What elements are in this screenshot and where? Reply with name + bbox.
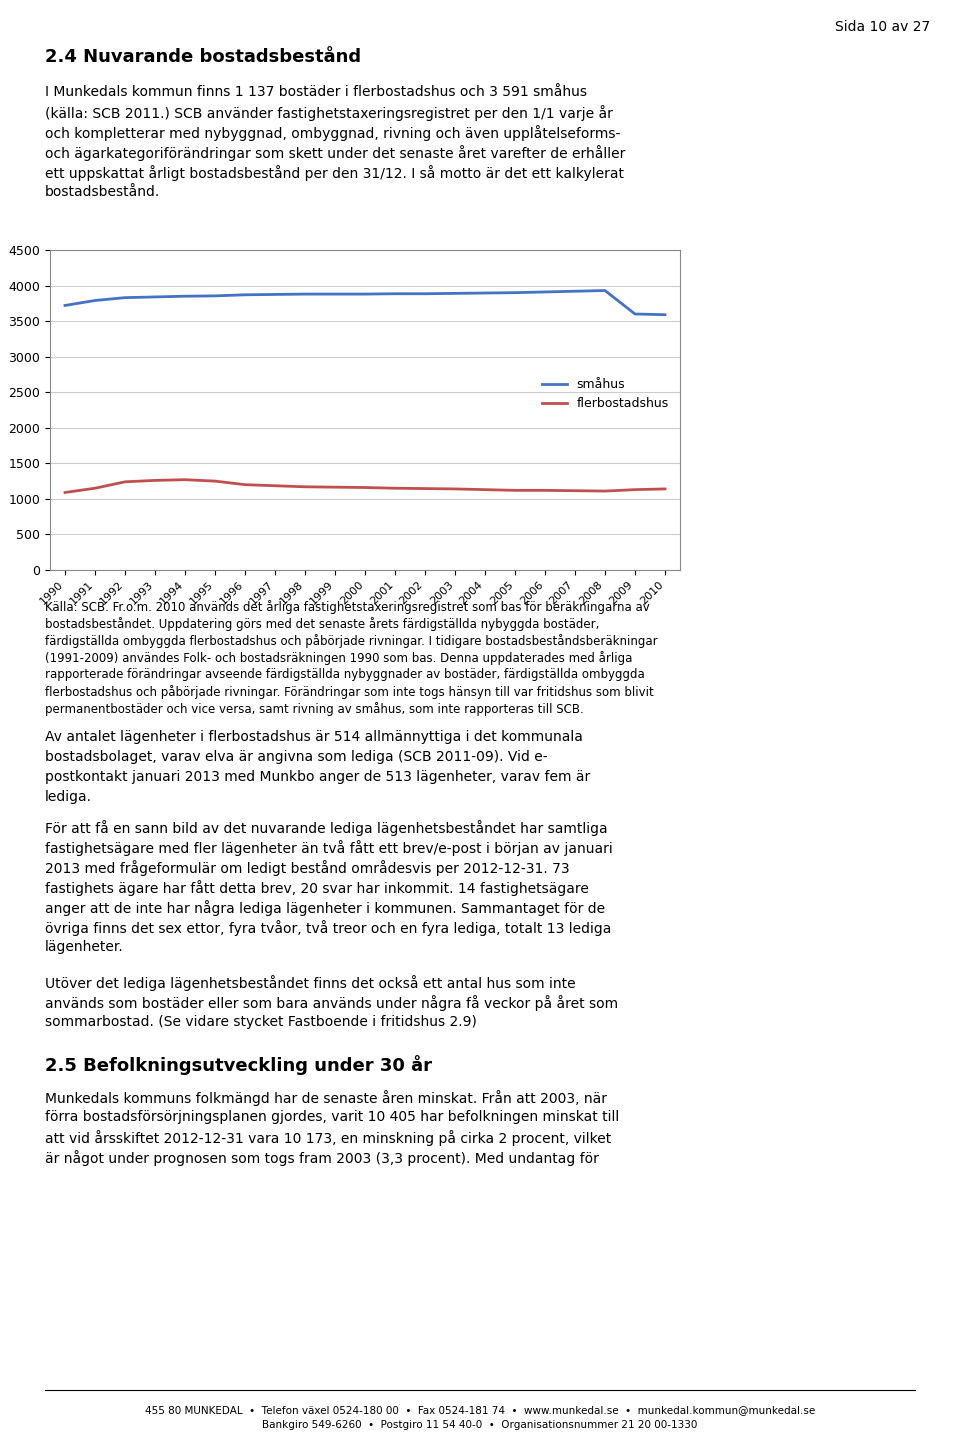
Text: sommarbostad. (Se vidare stycket Fastboende i fritidshus 2.9): sommarbostad. (Se vidare stycket Fastboe… [45, 1015, 477, 1030]
småhus [180, 287, 191, 304]
Text: fastighetsägare med fler lägenheter än två fått ett brev/e-post i början av janu: fastighetsägare med fler lägenheter än t… [45, 841, 612, 857]
flerbostadshus [569, 482, 581, 499]
småhus [599, 281, 611, 298]
flerbostadshus [629, 482, 640, 499]
Line: flerbostadshus: flerbostadshus [65, 480, 665, 493]
småhus [269, 286, 280, 303]
Text: 455 80 MUNKEDAL  •  Telefon växel 0524-180 00  •  Fax 0524-181 74  •  www.munked: 455 80 MUNKEDAL • Telefon växel 0524-180… [145, 1405, 815, 1415]
småhus [449, 284, 461, 301]
småhus [540, 283, 551, 300]
Text: att vid årsskiftet 2012-12-31 vara 10 173, en minskning på cirka 2 procent, vilk: att vid årsskiftet 2012-12-31 vara 10 17… [45, 1131, 612, 1146]
flerbostadshus [89, 480, 101, 497]
småhus [329, 286, 341, 303]
småhus [509, 284, 520, 301]
flerbostadshus [660, 480, 671, 497]
Text: I Munkedals kommun finns 1 137 bostäder i flerbostadshus och 3 591 småhus: I Munkedals kommun finns 1 137 bostäder … [45, 85, 587, 99]
Text: 2.5 Befolkningsutveckling under 30 år: 2.5 Befolkningsutveckling under 30 år [45, 1056, 432, 1074]
småhus [60, 297, 71, 314]
Text: lägenheter.: lägenheter. [45, 940, 124, 955]
Text: Av antalet lägenheter i flerbostadshus är 514 allmännyttiga i det kommunala: Av antalet lägenheter i flerbostadshus ä… [45, 730, 583, 744]
Text: Sida 10 av 27: Sida 10 av 27 [835, 20, 930, 35]
småhus [209, 287, 221, 304]
flerbostadshus [239, 476, 251, 493]
småhus [239, 286, 251, 303]
flerbostadshus [509, 482, 520, 499]
Text: är något under prognosen som togs fram 2003 (3,3 procent). Med undantag för: är något under prognosen som togs fram 2… [45, 1151, 599, 1167]
flerbostadshus [329, 479, 341, 496]
flerbostadshus [420, 480, 431, 497]
Text: och kompletterar med nybyggnad, ombyggnad, rivning och även upplåtelseforms-: och kompletterar med nybyggnad, ombyggna… [45, 125, 620, 141]
Text: fastighets ägare har fått detta brev, 20 svar har inkommit. 14 fastighetsägare: fastighets ägare har fått detta brev, 20… [45, 880, 588, 895]
Text: färdigställda ombyggda flerbostadshus och påbörjade rivningar. I tidigare bostad: färdigställda ombyggda flerbostadshus oc… [45, 634, 658, 647]
Text: bostadsbolaget, varav elva är angivna som lediga (SCB 2011-09). Vid e-: bostadsbolaget, varav elva är angivna so… [45, 750, 547, 764]
Text: 2013 med frågeformulär om ledigt bestånd områdesvis per 2012-12-31. 73: 2013 med frågeformulär om ledigt bestånd… [45, 859, 569, 875]
småhus [420, 286, 431, 303]
småhus [479, 284, 491, 301]
Text: lediga.: lediga. [45, 790, 92, 805]
Text: används som bostäder eller som bara används under några få veckor på året som: används som bostäder eller som bara anvä… [45, 995, 618, 1011]
Text: övriga finns det sex ettor, fyra tvåor, två treor och en fyra lediga, totalt 13 : övriga finns det sex ettor, fyra tvåor, … [45, 920, 612, 936]
Text: Munkedals kommuns folkmängd har de senaste åren minskat. Från att 2003, när: Munkedals kommuns folkmängd har de senas… [45, 1090, 607, 1106]
flerbostadshus [180, 472, 191, 489]
Line: småhus: småhus [65, 290, 665, 314]
småhus [119, 288, 131, 306]
Text: rapporterade förändringar avseende färdigställda nybyggnader av bostäder, färdig: rapporterade förändringar avseende färdi… [45, 668, 645, 681]
Text: Källa: SCB. Fr.o.m. 2010 används det årliga fastighetstaxeringsregistret som bas: Källa: SCB. Fr.o.m. 2010 används det årl… [45, 600, 650, 614]
Text: postkontakt januari 2013 med Munkbo anger de 513 lägenheter, varav fem är: postkontakt januari 2013 med Munkbo ange… [45, 770, 590, 784]
flerbostadshus [599, 483, 611, 500]
flerbostadshus [60, 485, 71, 502]
småhus [359, 286, 371, 303]
småhus [660, 306, 671, 323]
småhus [300, 286, 311, 303]
småhus [389, 286, 400, 303]
Text: För att få en sann bild av det nuvarande lediga lägenhetsbeståndet har samtliga: För att få en sann bild av det nuvarande… [45, 820, 608, 836]
Text: flerbostadshus och påbörjade rivningar. Förändringar som inte togs hänsyn till v: flerbostadshus och påbörjade rivningar. … [45, 685, 654, 699]
flerbostadshus [359, 479, 371, 496]
Text: bostadsbeståndet. Uppdatering görs med det senaste årets färdigställda nybyggda : bostadsbeståndet. Uppdatering görs med d… [45, 617, 599, 632]
flerbostadshus [149, 472, 160, 489]
flerbostadshus [300, 479, 311, 496]
flerbostadshus [449, 480, 461, 497]
småhus [629, 306, 640, 323]
flerbostadshus [389, 480, 400, 497]
Text: ett uppskattat årligt bostadsbestånd per den 31/12. I så motto är det ett kalkyl: ett uppskattat årligt bostadsbestånd per… [45, 164, 624, 180]
Text: Utöver det lediga lägenhetsbeståndet finns det också ett antal hus som inte: Utöver det lediga lägenhetsbeståndet fin… [45, 975, 576, 991]
flerbostadshus [119, 473, 131, 490]
Text: Bankgiro 549-6260  •  Postgiro 11 54 40-0  •  Organisationsnummer 21 20 00-1330: Bankgiro 549-6260 • Postgiro 11 54 40-0 … [262, 1420, 698, 1430]
flerbostadshus [479, 482, 491, 499]
småhus [569, 283, 581, 300]
Text: (källa: SCB 2011.) SCB använder fastighetstaxeringsregistret per den 1/1 varje å: (källa: SCB 2011.) SCB använder fastighe… [45, 105, 612, 121]
flerbostadshus [209, 473, 221, 490]
småhus [149, 288, 160, 306]
Text: förra bostadsförsörjningsplanen gjordes, varit 10 405 har befolkningen minskat t: förra bostadsförsörjningsplanen gjordes,… [45, 1110, 619, 1123]
småhus [89, 291, 101, 309]
Text: 2.4 Nuvarande bostadsbestånd: 2.4 Nuvarande bostadsbestånd [45, 48, 361, 66]
flerbostadshus [269, 477, 280, 495]
Text: anger att de inte har några lediga lägenheter i kommunen. Sammantaget för de: anger att de inte har några lediga lägen… [45, 900, 605, 916]
Legend: småhus, flerbostadshus: småhus, flerbostadshus [537, 373, 674, 415]
flerbostadshus [540, 482, 551, 499]
Text: permanentbostäder och vice versa, samt rivning av småhus, som inte rapporteras t: permanentbostäder och vice versa, samt r… [45, 702, 584, 717]
Text: och ägarkategoriförändringar som skett under det senaste året varefter de erhåll: och ägarkategoriförändringar som skett u… [45, 146, 625, 162]
Text: (1991-2009) användes Folk- och bostadsräkningen 1990 som bas. Denna uppdaterades: (1991-2009) användes Folk- och bostadsrä… [45, 650, 633, 665]
Text: bostadsbestånd.: bostadsbestånd. [45, 185, 160, 199]
